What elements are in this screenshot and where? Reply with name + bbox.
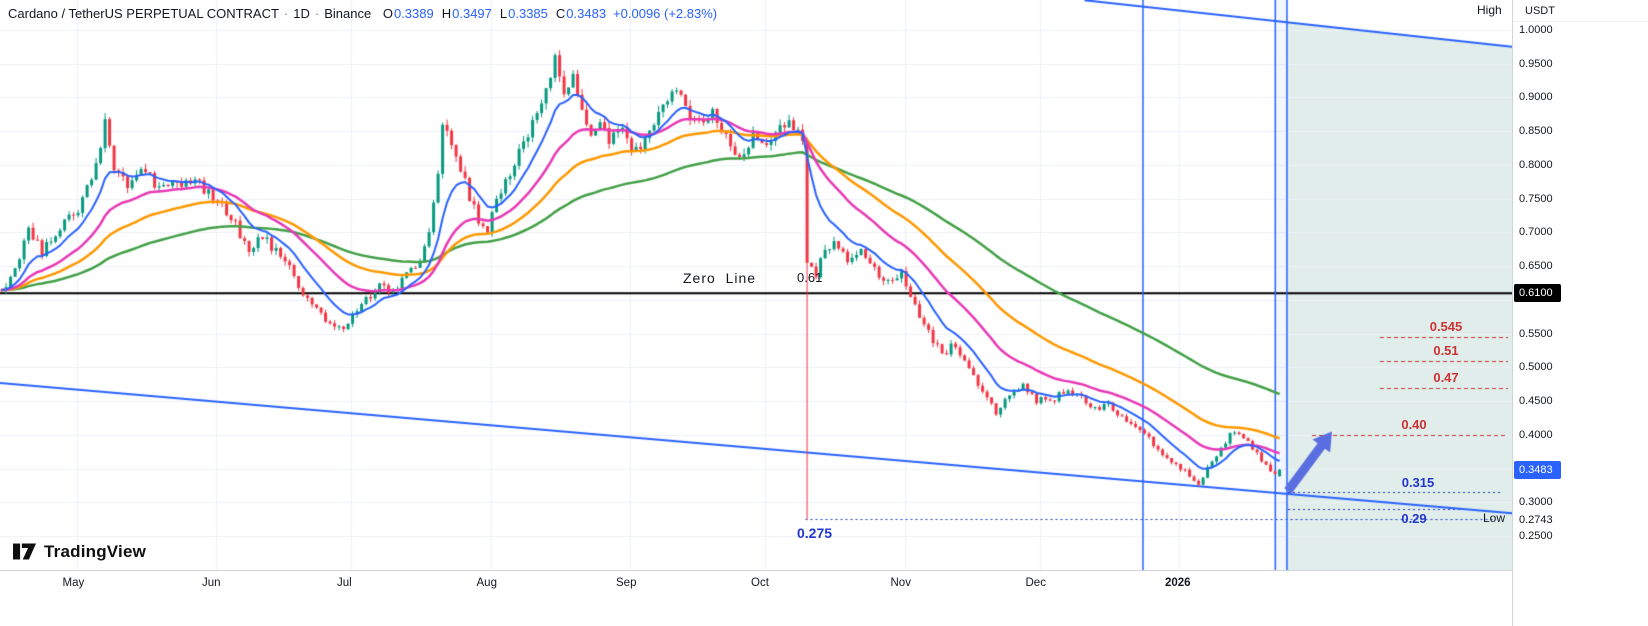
high-label: H: [441, 6, 452, 21]
open-value: 0.3389: [393, 6, 434, 21]
price-axis[interactable]: USDT 0.6100 0.3483 1.0000 0.9500 0.9000 0.8…: [1512, 0, 1648, 626]
close-label: C: [555, 6, 566, 21]
high-value: 0.3497: [452, 6, 492, 21]
tradingview-logo-text: TradingView: [44, 541, 147, 561]
price-tick-label: 0.5000: [1519, 361, 1553, 374]
axis-separator: [1513, 21, 1648, 22]
exchange-name[interactable]: Binance: [324, 6, 372, 21]
last-price-badge: 0.3483: [1514, 460, 1561, 479]
price-tick-label: 0.4000: [1519, 428, 1553, 441]
low-value: 0.3385: [508, 6, 548, 21]
time-axis-label: 2026: [1165, 577, 1191, 589]
time-axis-label: Jul: [337, 577, 352, 589]
tradingview-logo[interactable]: TradingView: [12, 540, 146, 563]
interval-value[interactable]: 1D: [293, 6, 310, 21]
time-axis-label: Nov: [890, 577, 911, 589]
change-value: +0.0096 (+2.83%): [613, 6, 718, 21]
price-tick-label: 0.9000: [1519, 91, 1553, 104]
time-axis-label: Jun: [202, 577, 221, 589]
price-chart-canvas[interactable]: [0, 0, 1512, 570]
header-separator: ·: [314, 6, 320, 21]
time-axis-label: Aug: [476, 577, 497, 589]
price-tick-label: 0.9500: [1519, 57, 1553, 70]
currency-label: USDT: [1525, 5, 1555, 17]
price-tick-label: 0.5500: [1519, 327, 1553, 340]
symbol-title[interactable]: Cardano / TetherUS PERPETUAL CONTRACT: [8, 6, 279, 21]
time-axis-label: Dec: [1025, 577, 1046, 589]
price-tick-label: 0.6500: [1519, 260, 1553, 273]
symbol-header: Cardano / TetherUS PERPETUAL CONTRACT · 1D…: [8, 6, 717, 21]
price-tick-label: 1.0000: [1519, 23, 1553, 36]
open-label: O: [382, 6, 393, 21]
price-tick-label: 0.8500: [1519, 125, 1553, 138]
price-tick-label: 0.8000: [1519, 158, 1553, 171]
price-tick-label: 0.7000: [1519, 226, 1553, 239]
time-axis-label: May: [62, 577, 85, 589]
tradingview-logo-icon: [13, 543, 36, 560]
header-separator: ·: [283, 6, 289, 21]
time-axis[interactable]: May Jun Jul Aug Sep Oct Nov Dec 2026: [0, 570, 1512, 596]
low-label: L: [499, 6, 508, 21]
ohlc-values: O0.3389 H0.3497 L0.3385 C0.3483 +0.0096 (+2.…: [375, 6, 717, 21]
close-value: 0.3483: [566, 6, 607, 21]
time-axis-label: Sep: [616, 577, 637, 589]
time-axis-label: Oct: [751, 577, 769, 589]
zero-line-price-badge: 0.6100: [1514, 284, 1561, 303]
price-tick-label: 0.3000: [1519, 496, 1553, 509]
price-tick-label: 0.2743: [1519, 513, 1553, 526]
price-tick-label: 0.7500: [1519, 192, 1553, 205]
price-tick-label: 0.4500: [1519, 395, 1553, 408]
price-tick-label: 0.2500: [1519, 530, 1553, 543]
